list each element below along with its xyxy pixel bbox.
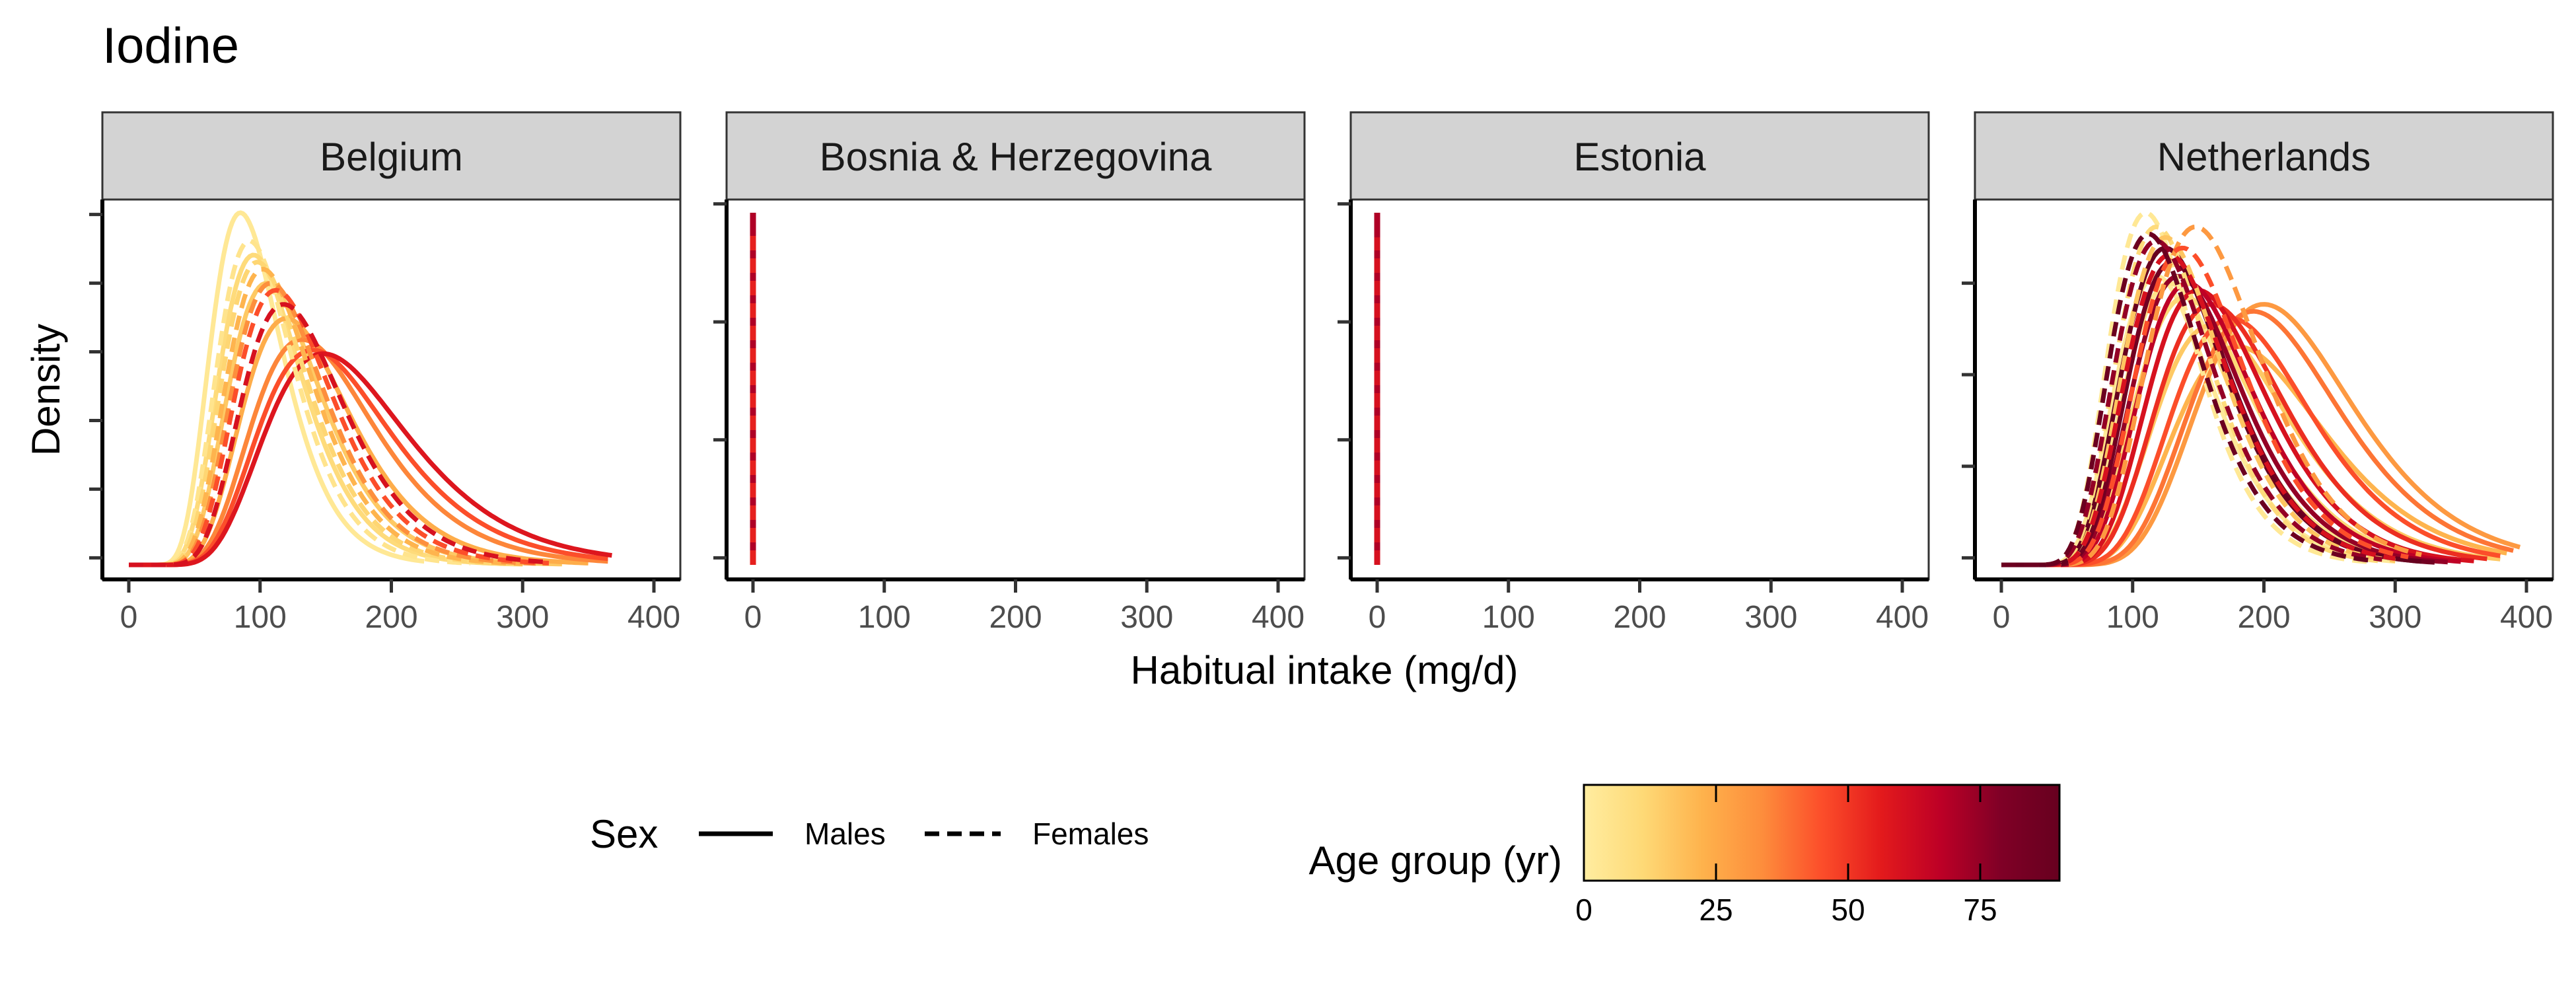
- density-curve: [129, 302, 550, 568]
- x-tick-label: 300: [2369, 600, 2421, 635]
- facet-strip-label: Estonia: [1573, 135, 1706, 179]
- sex-legend-title: Sex: [590, 812, 658, 856]
- x-tick-label: 300: [496, 600, 549, 635]
- x-tick-label: 0: [120, 600, 138, 635]
- x-tick-label: 400: [1876, 600, 1929, 635]
- facet-panel: Belgium 0 100 200 300 400: [89, 111, 682, 635]
- density-curve: [129, 337, 608, 568]
- density-curve: [129, 260, 510, 568]
- color-legend-title: Age group (yr): [1309, 838, 1563, 883]
- x-tick-label: 400: [1252, 600, 1305, 635]
- x-tick-label: 100: [234, 600, 287, 635]
- color-legend-tick-label: 0: [1575, 893, 1592, 927]
- x-tick-label: 200: [1613, 600, 1666, 635]
- facet-strip-label: Bosnia & Herzegovina: [820, 135, 1212, 179]
- x-tick-label: 100: [2106, 600, 2159, 635]
- density-curve: [2001, 235, 2396, 568]
- legend: Sex Males Females Age group (yr) 0 25 50 75: [590, 784, 2061, 927]
- density-curve: [129, 348, 608, 568]
- x-tick-label: 0: [1369, 600, 1386, 635]
- x-tick-label: 100: [1482, 600, 1535, 635]
- facet-strip: [1349, 111, 1930, 201]
- density-curve: [129, 287, 550, 568]
- x-tick-label: 0: [1993, 600, 2011, 635]
- facet-strip-label: Belgium: [320, 135, 463, 179]
- chart-title: Iodine: [102, 18, 239, 74]
- facet-strip: [725, 111, 1306, 201]
- x-tick-label: 0: [744, 600, 762, 635]
- density-curve: [2001, 239, 2382, 568]
- x-tick-label: 400: [627, 600, 680, 635]
- facet-panel: Estonia 0 100 200 300 400: [1338, 111, 1930, 635]
- color-legend-tick-label: 75: [1963, 893, 1997, 927]
- facet-strip-label: Netherlands: [2157, 135, 2371, 179]
- sex-legend-label: Females: [1032, 817, 1149, 851]
- sex-legend-label: Males: [805, 817, 886, 851]
- facet-plot-area: [725, 198, 1306, 581]
- x-tick-label: 100: [858, 600, 911, 635]
- density-curve: [129, 266, 523, 568]
- color-legend-tick-label: 25: [1699, 893, 1733, 927]
- y-axis-label: Density: [24, 324, 68, 456]
- color-legend-bar: [1583, 784, 2061, 882]
- x-tick-label: 400: [2500, 600, 2553, 635]
- density-curve: [2001, 252, 2396, 568]
- facet-strip: [1974, 111, 2554, 201]
- density-curve: [129, 351, 612, 568]
- color-legend-tick-label: 50: [1831, 893, 1865, 927]
- density-curve: [2001, 210, 2369, 568]
- facet-plot-area: [1349, 198, 1930, 581]
- x-tick-label: 300: [1744, 600, 1797, 635]
- x-tick-label: 300: [1120, 600, 1173, 635]
- facet-panel: Netherlands 0 100 200 300 400: [1962, 111, 2554, 635]
- facet-strip: [101, 111, 682, 201]
- density-curve: [129, 239, 470, 568]
- x-tick-label: 200: [365, 600, 417, 635]
- x-tick-label: 200: [989, 600, 1042, 635]
- x-tick-label: 200: [2237, 600, 2290, 635]
- x-axis-label: Habitual intake (mg/d): [1131, 648, 1519, 692]
- facet-panel: Bosnia & Herzegovina 0 100 200 300 400: [713, 111, 1306, 635]
- density-curve: [2001, 224, 2382, 568]
